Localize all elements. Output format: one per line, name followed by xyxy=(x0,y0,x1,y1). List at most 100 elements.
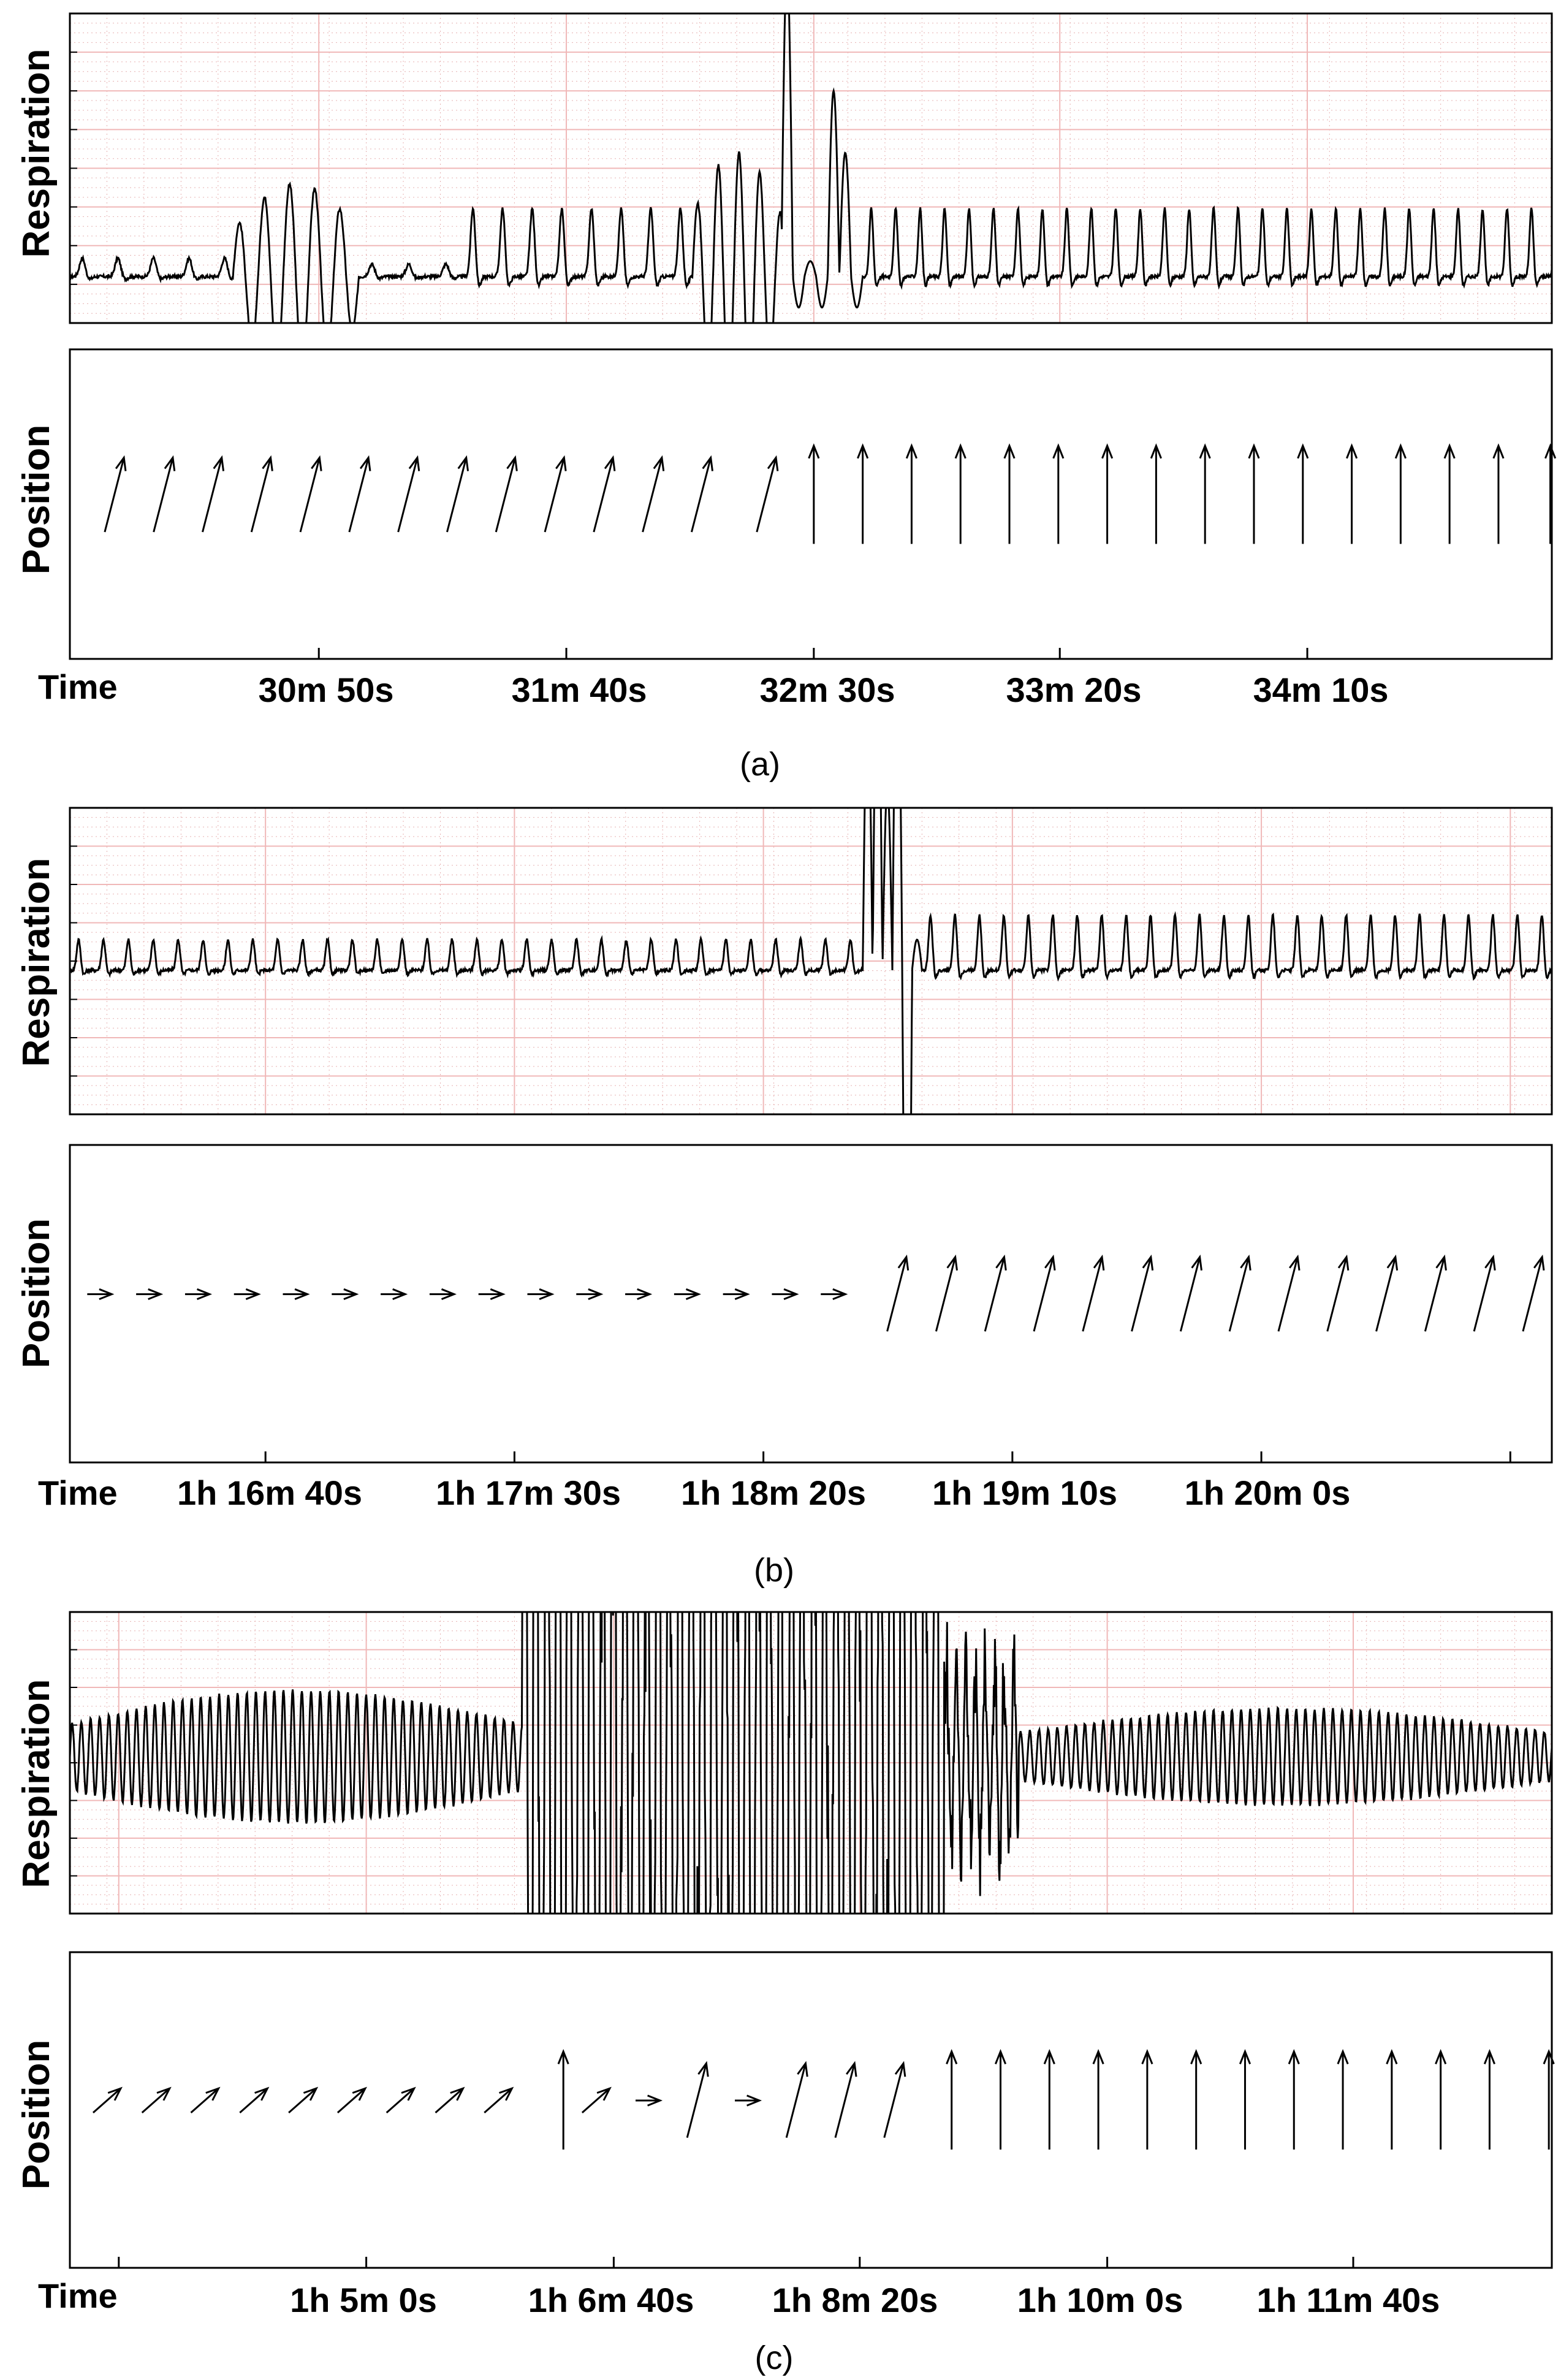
respiration-ylabel-b: Respiration xyxy=(15,857,58,1066)
position-arrow-b-2 xyxy=(184,1288,212,1301)
respiration-plot-a xyxy=(69,12,1553,324)
plot-frame-respiration-c xyxy=(69,1611,1553,1915)
position-arrow-b-19 xyxy=(1033,1254,1056,1332)
position-arrow-c-13 xyxy=(735,2094,762,2107)
tick-label-a-1: 30m 50s xyxy=(258,671,393,709)
tick-label-a-3: 32m 30s xyxy=(759,671,895,709)
position-arrow-c-25 xyxy=(1337,2049,1349,2150)
position-arrow-a-10 xyxy=(593,455,616,533)
tick-label-a-4: 33m 20s xyxy=(1006,671,1141,709)
position-arrow-a-19 xyxy=(1052,443,1065,544)
position-arrow-c-7 xyxy=(435,2086,465,2113)
position-arrow-c-28 xyxy=(1483,2049,1495,2150)
position-arrow-a-12 xyxy=(690,455,713,533)
tick-label-b-1: 1h 16m 40s xyxy=(177,1473,362,1512)
position-arrow-a-27 xyxy=(1443,443,1456,544)
position-arrow-b-1 xyxy=(136,1288,164,1301)
position-arrow-a-17 xyxy=(954,443,967,544)
position-plot-c xyxy=(69,1951,1555,2269)
position-arrow-c-9 xyxy=(557,2049,569,2150)
position-arrow-b-11 xyxy=(625,1288,653,1301)
position-arrow-c-1 xyxy=(141,2086,172,2113)
position-arrow-c-19 xyxy=(1043,2049,1055,2150)
position-arrow-a-3 xyxy=(250,455,273,533)
position-arrow-b-5 xyxy=(332,1288,359,1301)
position-arrow-a-9 xyxy=(544,455,567,533)
position-arrow-b-12 xyxy=(674,1288,701,1301)
position-arrow-b-13 xyxy=(723,1288,750,1301)
position-arrow-a-13 xyxy=(756,455,779,533)
position-arrow-b-10 xyxy=(576,1288,604,1301)
respiration-ylabel-c: Respiration xyxy=(15,1679,58,1888)
position-arrow-c-21 xyxy=(1141,2049,1153,2150)
position-arrow-c-24 xyxy=(1288,2049,1300,2150)
position-arrow-c-11 xyxy=(636,2094,663,2107)
position-arrow-a-24 xyxy=(1297,443,1309,544)
position-arrow-b-20 xyxy=(1082,1254,1105,1332)
position-arrow-b-25 xyxy=(1326,1254,1350,1332)
panel-b: Respiration Position Time 1h 16m 40s 1h … xyxy=(15,807,1553,1589)
position-arrow-a-5 xyxy=(348,455,371,533)
position-ylabel-a: Position xyxy=(15,425,58,575)
time-label-a: Time xyxy=(38,667,118,706)
position-arrow-b-6 xyxy=(381,1288,408,1301)
position-arrow-b-3 xyxy=(234,1288,261,1301)
position-arrow-c-27 xyxy=(1435,2049,1447,2150)
respiration-ylabel-a: Respiration xyxy=(15,48,58,257)
position-arrow-b-22 xyxy=(1179,1254,1202,1332)
position-ylabel-b: Position xyxy=(15,1219,58,1369)
position-arrow-c-26 xyxy=(1386,2049,1398,2150)
position-arrow-c-20 xyxy=(1092,2049,1104,2150)
position-arrow-c-4 xyxy=(288,2086,319,2113)
position-arrow-a-14 xyxy=(808,443,820,544)
panel-c: Respiration Position Time 1h 5m 0s 1h 6m… xyxy=(15,1611,1555,2376)
position-arrow-c-0 xyxy=(92,2086,123,2113)
position-arrow-c-5 xyxy=(336,2086,367,2113)
tick-label-b-5: 1h 20m 0s xyxy=(1185,1473,1351,1512)
position-arrow-b-9 xyxy=(527,1288,555,1301)
tick-label-c-4: 1h 10m 0s xyxy=(1017,2281,1183,2319)
position-arrow-b-8 xyxy=(478,1288,506,1301)
caption-a: (a) xyxy=(740,746,780,783)
position-arrow-a-7 xyxy=(446,455,469,533)
position-arrow-b-28 xyxy=(1473,1254,1496,1332)
position-arrow-c-10 xyxy=(581,2086,612,2113)
position-arrow-a-2 xyxy=(202,455,225,533)
caption-b: (b) xyxy=(754,1552,794,1589)
position-arrow-b-7 xyxy=(429,1288,457,1301)
position-arrow-c-16 xyxy=(883,2061,906,2139)
position-arrow-b-0 xyxy=(87,1288,115,1301)
time-label-b: Time xyxy=(38,1473,118,1512)
tick-label-c-5: 1h 11m 40s xyxy=(1257,2281,1440,2319)
position-arrow-a-6 xyxy=(397,455,420,533)
position-arrow-c-12 xyxy=(686,2061,709,2139)
panel-a: Respiration Position Time 30m 50s 31m 40… xyxy=(15,12,1557,783)
position-arrow-a-25 xyxy=(1346,443,1358,544)
tick-label-a-2: 31m 40s xyxy=(511,671,647,709)
plot-frame-respiration-b xyxy=(69,807,1553,1116)
position-arrow-b-14 xyxy=(772,1288,799,1301)
position-arrow-a-26 xyxy=(1394,443,1407,544)
position-arrow-c-17 xyxy=(946,2049,958,2150)
plot-frame-position-b xyxy=(69,1144,1553,1464)
position-plot-a xyxy=(69,348,1557,660)
plot-frame-position-c xyxy=(69,1951,1553,2269)
position-arrow-a-28 xyxy=(1492,443,1505,544)
respiration-plot-c xyxy=(69,1611,1553,1915)
position-arrow-a-22 xyxy=(1199,443,1211,544)
position-arrow-b-23 xyxy=(1228,1254,1251,1332)
position-arrow-c-23 xyxy=(1239,2049,1251,2150)
position-arrow-c-8 xyxy=(484,2086,514,2113)
position-ylabel-c: Position xyxy=(15,2040,58,2190)
position-arrow-a-1 xyxy=(153,455,176,533)
position-arrow-b-16 xyxy=(886,1254,910,1332)
position-arrow-a-18 xyxy=(1003,443,1016,544)
tick-label-b-2: 1h 17m 30s xyxy=(436,1473,621,1512)
caption-c: (c) xyxy=(755,2340,794,2376)
position-arrow-c-6 xyxy=(386,2086,416,2113)
tick-label-c-1: 1h 5m 0s xyxy=(290,2281,437,2319)
position-arrow-a-8 xyxy=(495,455,518,533)
tick-label-c-2: 1h 6m 40s xyxy=(528,2281,694,2319)
position-arrow-b-24 xyxy=(1277,1254,1301,1332)
